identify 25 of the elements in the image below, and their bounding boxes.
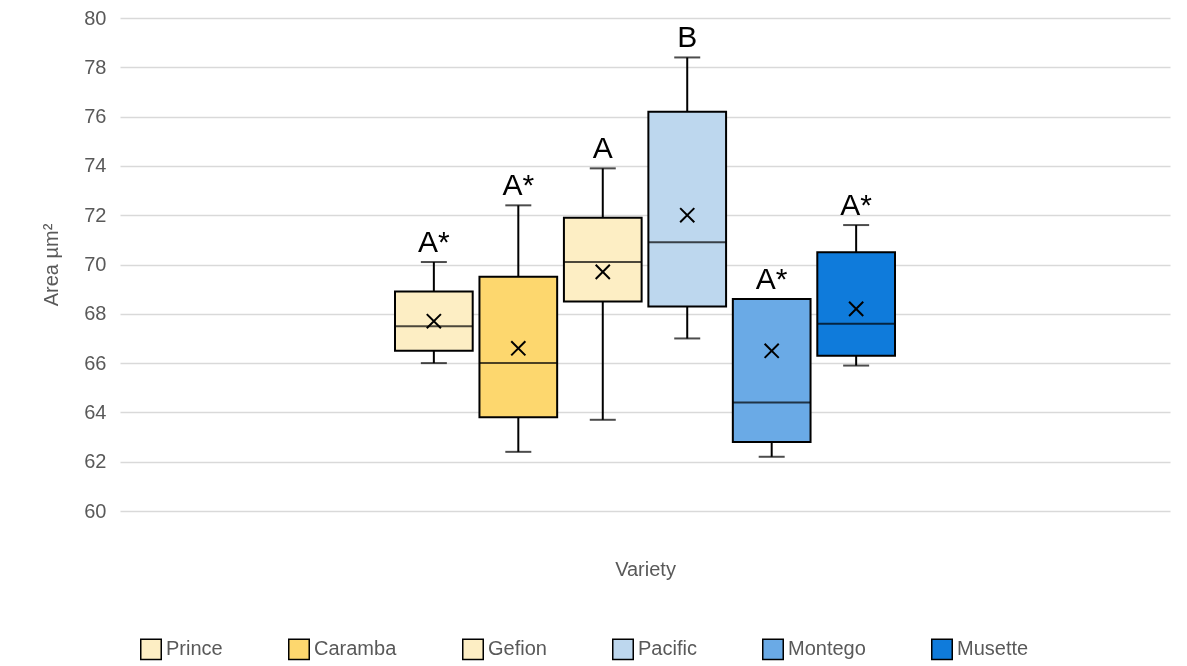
annotation: B (677, 20, 698, 54)
legend-label: Caramba (314, 637, 398, 660)
annotation: A* (755, 262, 788, 296)
y-tick-label: 72 (84, 203, 107, 226)
annotation: A* (418, 225, 451, 259)
y-tick-label: 74 (84, 154, 107, 177)
legend-label: Musette (957, 637, 1029, 660)
legend-label: Montego (788, 637, 866, 660)
y-tick-label: 68 (84, 302, 107, 325)
y-tick-label: 80 (84, 6, 107, 29)
y-tick-label: 70 (84, 253, 107, 275)
y-axis-title: Area µm² (40, 223, 63, 307)
annotation: A* (840, 188, 873, 222)
y-tick-label: 76 (84, 105, 107, 128)
annotation: A* (502, 168, 535, 202)
y-tick-label: 62 (84, 450, 107, 473)
y-tick-label: 64 (84, 400, 107, 423)
y-tick-label: 60 (84, 499, 107, 522)
x-axis-title: Variety (615, 557, 676, 580)
annotation: A (592, 131, 613, 165)
y-tick-label: 78 (84, 55, 107, 78)
legend-label: Pacific (638, 637, 697, 660)
y-tick-label: 66 (84, 351, 107, 374)
legend-label: Prince (166, 637, 223, 660)
legend-label: Gefion (488, 637, 547, 660)
